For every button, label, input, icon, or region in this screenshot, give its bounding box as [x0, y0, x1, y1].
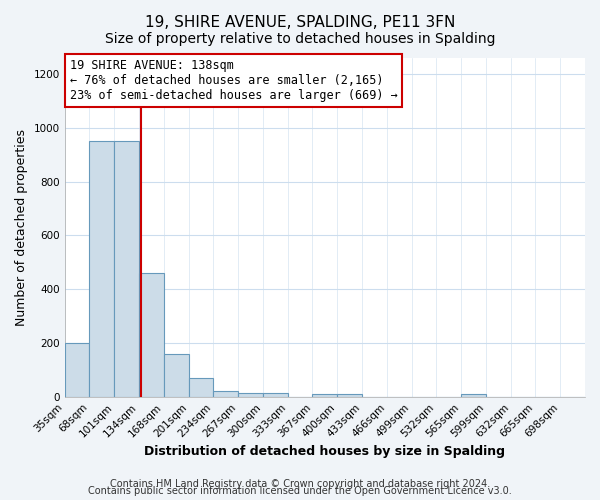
Text: 19 SHIRE AVENUE: 138sqm
← 76% of detached houses are smaller (2,165)
23% of semi: 19 SHIRE AVENUE: 138sqm ← 76% of detache… [70, 59, 398, 102]
Bar [238, 393, 263, 397]
Text: Contains HM Land Registry data © Crown copyright and database right 2024.: Contains HM Land Registry data © Crown c… [110, 479, 490, 489]
Bar [214, 392, 238, 397]
Bar [89, 141, 114, 397]
Y-axis label: Number of detached properties: Number of detached properties [15, 129, 28, 326]
Text: 19, SHIRE AVENUE, SPALDING, PE11 3FN: 19, SHIRE AVENUE, SPALDING, PE11 3FN [145, 15, 455, 30]
Bar [188, 378, 214, 397]
Bar [114, 141, 139, 397]
Bar [313, 394, 337, 397]
Bar [337, 394, 362, 397]
Text: Size of property relative to detached houses in Spalding: Size of property relative to detached ho… [105, 32, 495, 46]
Bar [461, 394, 486, 397]
Bar [65, 344, 89, 397]
Bar [139, 273, 164, 397]
Bar [164, 354, 188, 397]
X-axis label: Distribution of detached houses by size in Spalding: Distribution of detached houses by size … [145, 444, 505, 458]
Bar [263, 393, 287, 397]
Text: Contains public sector information licensed under the Open Government Licence v3: Contains public sector information licen… [88, 486, 512, 496]
